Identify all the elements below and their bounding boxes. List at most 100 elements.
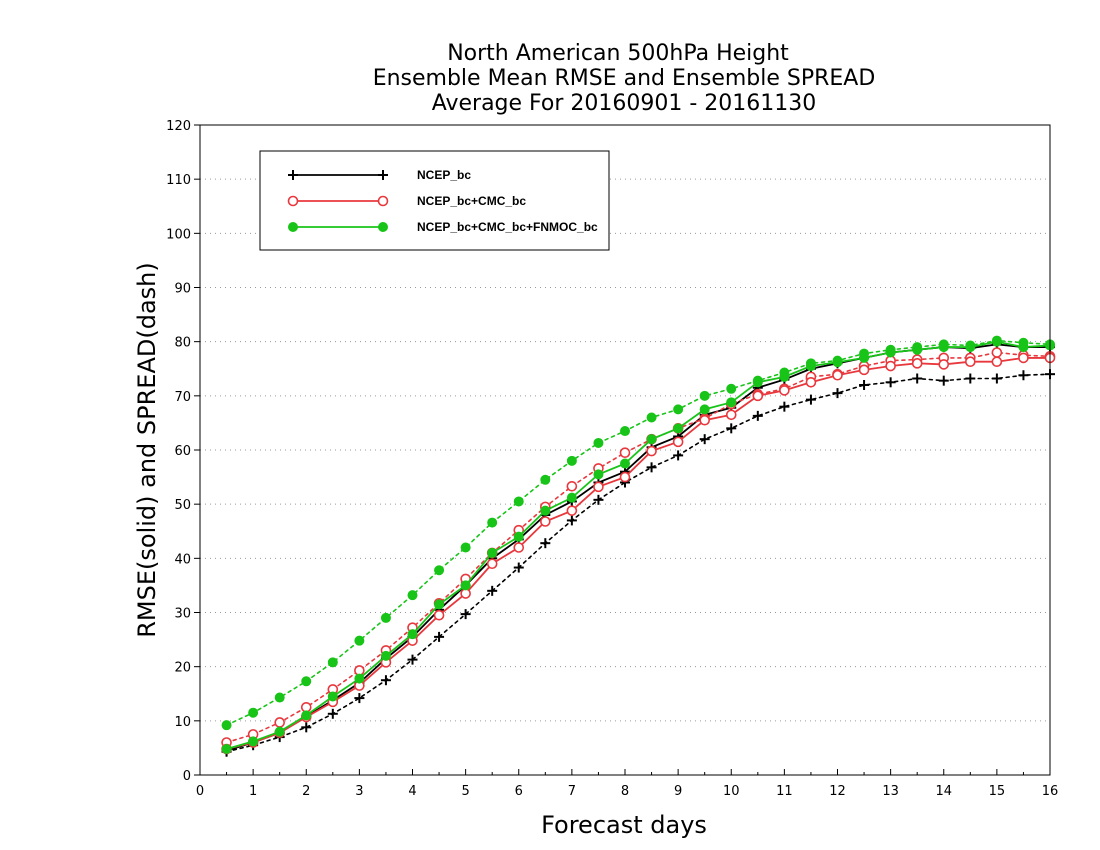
spread-point [540, 474, 551, 485]
rmse-point [486, 558, 498, 570]
rmse-point [673, 423, 684, 434]
rmse-point [593, 469, 604, 480]
legend-entry: NCEP_bc+CMC_bc [287, 194, 526, 208]
x-tick-label: 12 [829, 784, 846, 799]
spread-point [885, 377, 896, 388]
rmse-point [619, 471, 631, 483]
legend: NCEP_bc NCEP_bc+CMC_bc NCEP_bc+CMC_bc+FNMO… [259, 150, 610, 251]
spread-point [354, 635, 365, 646]
spread-point [434, 565, 445, 576]
legend-marker [378, 222, 388, 232]
spread-point [380, 675, 391, 686]
y-tick-label: 60 [174, 444, 191, 459]
x-tick-label: 9 [674, 784, 682, 799]
y-tick-label: 40 [174, 552, 191, 567]
rmse-point [327, 691, 338, 702]
spread-point [301, 722, 312, 733]
chart-title-line-1: North American 500hPa Height [447, 41, 789, 66]
rmse-point [513, 542, 525, 553]
x-tick-label: 1 [249, 784, 257, 799]
x-tick-label: 11 [776, 784, 793, 799]
spread-point [301, 676, 312, 687]
rmse-point [699, 404, 710, 415]
rmse-point [380, 650, 391, 661]
rmse-point [407, 629, 418, 640]
y-tick-label: 30 [174, 607, 191, 622]
series-2 [221, 335, 1055, 754]
rmse-point [832, 369, 843, 381]
spread-point [221, 720, 232, 731]
y-tick-label: 110 [166, 173, 191, 188]
rmse-point [620, 458, 630, 469]
spread-point [991, 373, 1002, 384]
spread-line [225, 351, 1051, 744]
x-tick-label: 2 [302, 784, 310, 799]
rmse-point [434, 599, 445, 610]
rmse-point [911, 358, 923, 369]
rmse-point [885, 347, 896, 358]
rmse-point [487, 547, 498, 558]
spread-point [434, 631, 445, 642]
spread-point [593, 494, 604, 505]
spread-point [619, 447, 631, 459]
spread-point [487, 517, 498, 528]
x-tick-label: 7 [568, 784, 576, 799]
spread-point [593, 437, 604, 448]
spread-point [805, 394, 816, 405]
rmse-point [646, 445, 657, 457]
rmse-point [805, 361, 816, 372]
spread-point [460, 542, 471, 553]
x-tick-label: 5 [461, 784, 469, 799]
legend-entry: NCEP_bc+CMC_bc+FNMOC_bc [288, 220, 598, 234]
rmse-point [938, 342, 949, 353]
legend-label: NCEP_bc+CMC_bc [417, 194, 526, 208]
spread-point [540, 538, 551, 549]
rmse-point [991, 356, 1003, 368]
rmse-point [540, 516, 551, 527]
x-tick-label: 14 [935, 784, 952, 799]
rmse-point [672, 436, 684, 448]
rmse-point [938, 359, 950, 370]
rmse-point [965, 356, 976, 368]
spread-point [673, 404, 684, 415]
rmse-point [832, 357, 843, 368]
spread-point [726, 383, 737, 394]
x-tick-label: 8 [621, 784, 629, 799]
rmse-point [859, 352, 870, 363]
rmse-point [752, 377, 763, 388]
spread-point [407, 590, 418, 601]
spread-point [327, 657, 338, 668]
series-layer [221, 335, 1056, 757]
spread-point [779, 401, 790, 412]
spread-point [566, 480, 578, 492]
spread-point [460, 609, 471, 620]
y-tick-label: 10 [174, 715, 191, 730]
spread-point [938, 375, 949, 386]
x-axis-ticks: 0 1 2 3 4 5 6 7 8 9 10 11 12 13 14 15 16 [196, 769, 1058, 799]
rmse-point [433, 609, 445, 621]
spread-point [513, 496, 524, 507]
chart-title-line-2: Ensemble Mean RMSE and Ensemble SPREAD [373, 66, 876, 91]
rmse-point [725, 409, 737, 421]
rmse-point [726, 397, 737, 408]
spread-line [225, 373, 1051, 753]
y-tick-label: 100 [166, 227, 191, 242]
rmse-point [593, 481, 604, 493]
rmse-point [460, 580, 471, 591]
rmse-point [699, 414, 710, 426]
rmse-point [885, 360, 896, 372]
rmse-point [221, 744, 232, 754]
rmse-point [752, 390, 764, 402]
rmse-point [779, 371, 790, 382]
rmse-point [858, 364, 870, 376]
x-tick-label: 15 [989, 784, 1006, 799]
spread-point [274, 692, 285, 703]
spread-point [646, 462, 657, 473]
spread-point [248, 707, 259, 718]
y-tick-label: 0 [183, 769, 191, 784]
rmse-point [248, 736, 259, 747]
y-tick-label: 70 [174, 390, 191, 405]
legend-marker [377, 195, 389, 207]
rmse-point [805, 376, 817, 388]
